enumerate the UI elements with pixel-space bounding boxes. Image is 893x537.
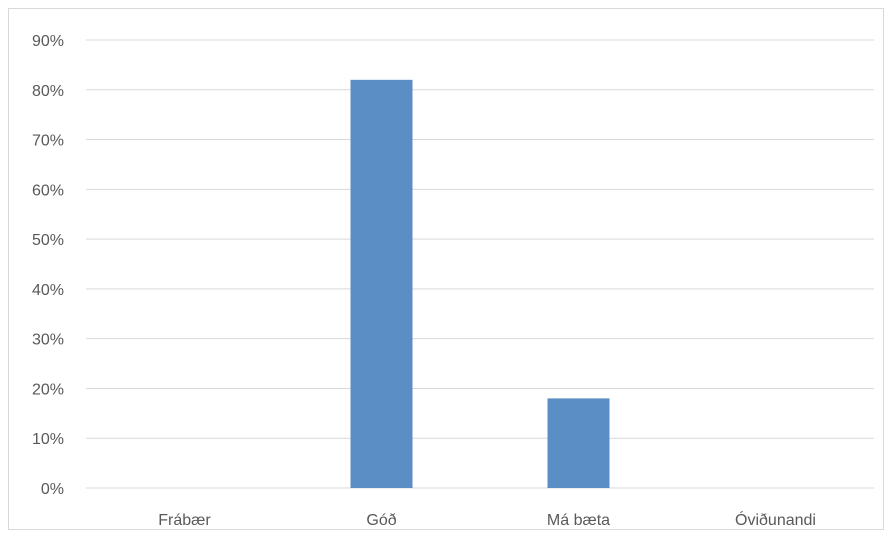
bar: [350, 79, 413, 489]
y-tick-label: 40%: [32, 282, 64, 299]
y-tick-label: 10%: [32, 431, 64, 448]
y-tick-label: 90%: [32, 33, 64, 50]
y-tick-label: 0%: [41, 481, 64, 498]
bar: [547, 398, 610, 488]
x-tick-label: Góð: [366, 512, 396, 529]
y-tick-label: 30%: [32, 332, 64, 349]
x-tick-label: Frábær: [158, 512, 211, 529]
chart-frame: [8, 8, 884, 530]
x-tick-label: Má bæta: [547, 512, 610, 529]
y-tick-label: 50%: [32, 232, 64, 249]
y-tick-label: 20%: [32, 381, 64, 398]
y-tick-label: 60%: [32, 182, 64, 199]
x-tick-label: Óviðunandi: [735, 510, 816, 529]
y-tick-label: 80%: [32, 83, 64, 100]
y-tick-label: 70%: [32, 133, 64, 150]
